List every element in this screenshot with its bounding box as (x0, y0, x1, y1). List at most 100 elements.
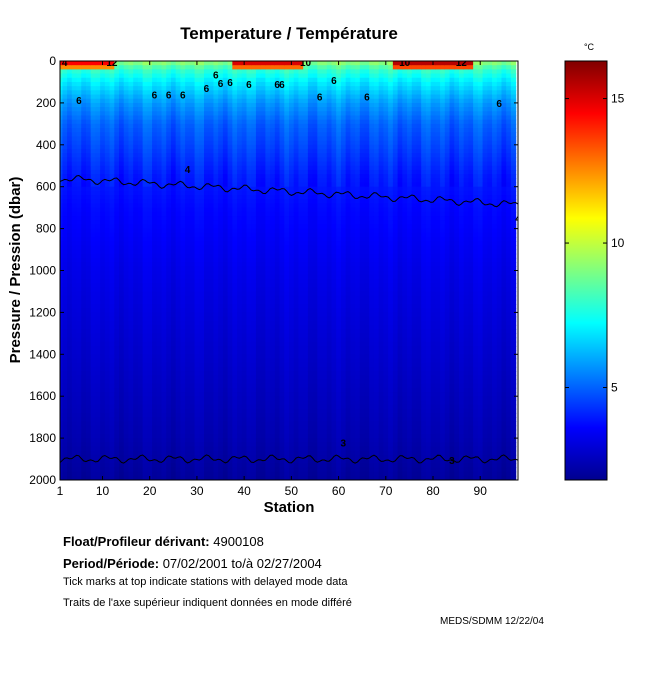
heatmap-cell (90, 178, 97, 184)
heatmap-cell (279, 86, 285, 91)
heatmap-cell (147, 454, 153, 460)
heatmap-cell (128, 312, 134, 318)
heatmap-cell (284, 65, 290, 70)
heatmap-cell (123, 190, 130, 196)
heatmap-cell (114, 333, 120, 339)
heatmap-cell (123, 165, 130, 171)
heatmap-cell (284, 157, 290, 163)
heatmap-cell (284, 224, 290, 230)
heatmap-cell (85, 291, 92, 297)
heatmap-cell (119, 308, 125, 313)
heatmap-cell (67, 199, 73, 205)
heatmap-cell (194, 404, 200, 410)
heatmap-cell (199, 429, 205, 435)
heatmap-cell (246, 371, 252, 376)
heatmap-cell (274, 90, 281, 96)
heatmap-cell (152, 345, 158, 351)
heatmap-cell (227, 153, 233, 158)
heatmap-cell (119, 408, 125, 414)
heatmap-cell (76, 312, 82, 318)
heatmap-cell (90, 115, 97, 121)
heatmap-cell (123, 308, 130, 313)
heatmap-cell (156, 379, 163, 385)
heatmap-cell (227, 408, 233, 414)
heatmap-cell (76, 153, 82, 158)
heatmap-cell (62, 366, 68, 372)
heatmap-cell (222, 165, 229, 171)
heatmap-cell (289, 169, 295, 175)
heatmap-cell (279, 442, 285, 448)
heatmap-cell (166, 236, 172, 242)
heatmap-cell (85, 123, 92, 129)
heatmap-cell (270, 245, 276, 251)
heatmap-cell (274, 408, 281, 414)
heatmap-cell (166, 102, 172, 108)
heatmap-cell (156, 320, 163, 326)
heatmap-cell (114, 383, 120, 389)
heatmap-cell (67, 392, 73, 397)
heatmap-cell (156, 107, 163, 112)
heatmap-cell (241, 274, 248, 280)
heatmap-cell (62, 111, 68, 117)
heatmap-cell (265, 446, 271, 452)
heatmap-cell (289, 73, 295, 79)
heatmap-cell (71, 404, 78, 410)
heatmap-cell (279, 341, 285, 347)
heatmap-cell (161, 329, 167, 334)
heatmap-cell (119, 287, 125, 293)
heatmap-cell (85, 358, 92, 364)
heatmap-cell (152, 174, 158, 179)
heatmap-cell (152, 417, 158, 422)
heatmap-cell (175, 136, 181, 142)
heatmap-cell (180, 396, 186, 401)
heatmap-cell (289, 86, 295, 91)
heatmap-cell (104, 169, 111, 175)
heatmap-cell (204, 216, 210, 221)
heatmap-cell (85, 220, 92, 226)
heatmap-cell (232, 136, 238, 142)
heatmap-cell (76, 61, 82, 66)
heatmap-cell (241, 329, 248, 334)
heatmap-cell (166, 371, 172, 376)
heatmap-cell (170, 232, 177, 238)
heatmap-cell (90, 119, 97, 125)
heatmap-cell (104, 396, 111, 401)
heatmap-cell (123, 433, 130, 439)
heatmap-cell (255, 81, 262, 87)
heatmap-cell (284, 312, 290, 318)
heatmap-cell (119, 73, 125, 79)
heatmap-cell (260, 308, 266, 313)
heatmap-cell (156, 429, 163, 435)
heatmap-cell (137, 341, 144, 347)
heatmap-cell (265, 65, 271, 70)
heatmap-cell (166, 257, 172, 263)
heatmap-cell (274, 417, 281, 422)
heatmap-cell (137, 337, 144, 343)
heatmap-cell (241, 148, 248, 154)
heatmap-cell (289, 366, 295, 372)
heatmap-cell (142, 392, 148, 397)
heatmap-cell (246, 249, 252, 255)
heatmap-cell (152, 442, 158, 448)
heatmap-cell (71, 98, 78, 104)
heatmap-cell (180, 459, 186, 464)
heatmap-cell (109, 425, 115, 431)
heatmap-cell (189, 283, 196, 288)
heatmap-cell (227, 81, 233, 87)
heatmap-cell (133, 157, 139, 163)
heatmap-cell (251, 153, 257, 158)
heatmap-cell (255, 236, 262, 242)
heatmap-cell (62, 450, 68, 456)
heatmap-cell (67, 450, 73, 456)
heatmap-cell (255, 128, 262, 133)
heatmap-cell (109, 157, 115, 163)
heatmap-cell (208, 195, 215, 200)
heatmap-cell (189, 392, 196, 397)
heatmap-cell (76, 132, 82, 138)
heatmap-cell (114, 211, 120, 217)
heatmap-cell (90, 354, 97, 360)
heatmap-cell (237, 107, 243, 112)
heatmap-cell (237, 257, 243, 263)
heatmap-cell (156, 257, 163, 263)
heatmap-cell (175, 115, 181, 121)
